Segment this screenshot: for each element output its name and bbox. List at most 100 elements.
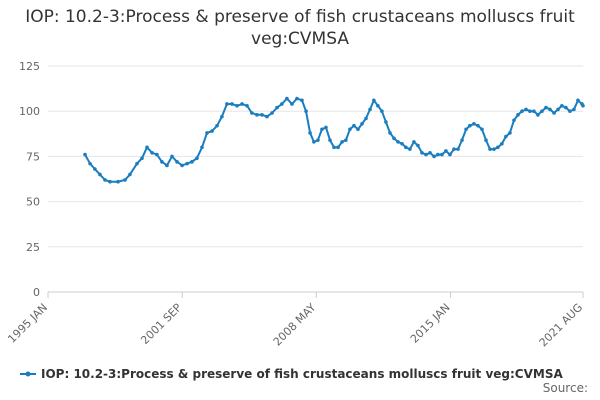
point bbox=[520, 109, 524, 113]
point bbox=[328, 138, 332, 142]
point bbox=[452, 147, 456, 151]
chart-title: IOP: 10.2-3:Process & preserve of fish c… bbox=[25, 7, 575, 49]
x-tick-label: 2008 MAY bbox=[271, 301, 319, 349]
point bbox=[103, 178, 107, 182]
legend-label: IOP: 10.2-3:Process & preserve of fish c… bbox=[41, 367, 563, 381]
point bbox=[295, 96, 299, 101]
point bbox=[235, 103, 239, 108]
point bbox=[195, 156, 199, 161]
point bbox=[150, 150, 154, 155]
point bbox=[140, 156, 144, 161]
point bbox=[560, 103, 564, 108]
x-tick-label: 1995 JAN bbox=[5, 301, 50, 346]
y-tick-label: 75 bbox=[26, 150, 40, 163]
point bbox=[548, 107, 552, 112]
point bbox=[348, 127, 352, 132]
point bbox=[180, 163, 184, 168]
point bbox=[250, 111, 254, 115]
point bbox=[260, 113, 264, 117]
point bbox=[265, 114, 269, 119]
point bbox=[376, 103, 380, 108]
point bbox=[448, 152, 452, 157]
point bbox=[420, 150, 424, 155]
point bbox=[492, 147, 496, 151]
point bbox=[480, 127, 484, 132]
point bbox=[392, 136, 396, 141]
point bbox=[576, 98, 580, 103]
point bbox=[412, 140, 416, 144]
point bbox=[300, 98, 304, 103]
point bbox=[472, 122, 476, 126]
point bbox=[460, 138, 464, 142]
point bbox=[220, 114, 224, 119]
point bbox=[564, 105, 568, 110]
point bbox=[200, 145, 204, 150]
point bbox=[581, 103, 585, 108]
point bbox=[316, 138, 320, 142]
point bbox=[240, 102, 244, 106]
point bbox=[308, 131, 312, 135]
point bbox=[128, 172, 132, 177]
point bbox=[456, 147, 460, 151]
point bbox=[324, 125, 328, 130]
point bbox=[360, 122, 364, 126]
point bbox=[215, 123, 219, 128]
point bbox=[83, 152, 87, 157]
point bbox=[123, 178, 127, 182]
point bbox=[255, 113, 259, 117]
point bbox=[108, 179, 112, 184]
point bbox=[436, 152, 440, 157]
point bbox=[552, 111, 556, 115]
point bbox=[372, 98, 376, 103]
point bbox=[245, 103, 249, 108]
y-tick-label: 50 bbox=[26, 196, 40, 209]
point bbox=[93, 167, 97, 171]
point bbox=[205, 131, 209, 135]
x-tick-label: 2015 JAN bbox=[408, 301, 453, 346]
point bbox=[225, 102, 229, 106]
point bbox=[516, 113, 520, 117]
point bbox=[275, 105, 279, 110]
x-tick-label: 2001 SEP bbox=[138, 301, 184, 347]
point bbox=[344, 138, 348, 142]
point bbox=[396, 140, 400, 144]
point bbox=[88, 161, 92, 166]
point bbox=[210, 129, 214, 133]
point bbox=[532, 109, 536, 113]
point bbox=[352, 123, 356, 128]
y-tick-label: 0 bbox=[33, 286, 40, 299]
point bbox=[528, 109, 532, 113]
point bbox=[508, 131, 512, 135]
point bbox=[512, 118, 516, 123]
point bbox=[285, 96, 289, 101]
source: Source: bbox=[543, 381, 588, 395]
point bbox=[416, 143, 420, 148]
point bbox=[155, 152, 159, 157]
x-tick-label: 2021 AUG bbox=[537, 301, 586, 350]
legend-marker bbox=[25, 371, 31, 377]
point bbox=[388, 131, 392, 135]
point bbox=[165, 163, 169, 168]
point bbox=[380, 109, 384, 113]
y-tick-label: 125 bbox=[19, 60, 40, 73]
point bbox=[500, 141, 504, 146]
point bbox=[540, 109, 544, 113]
point bbox=[384, 120, 388, 124]
point bbox=[368, 107, 372, 112]
point bbox=[364, 116, 368, 121]
point bbox=[432, 154, 436, 159]
y-tick-label: 100 bbox=[19, 105, 40, 118]
point bbox=[135, 161, 139, 166]
point bbox=[404, 145, 408, 150]
point bbox=[556, 107, 560, 112]
point bbox=[464, 127, 468, 132]
point bbox=[356, 127, 360, 132]
point bbox=[175, 160, 179, 164]
point bbox=[408, 147, 412, 151]
point bbox=[185, 161, 189, 166]
point bbox=[230, 102, 234, 106]
point bbox=[340, 140, 344, 144]
point bbox=[270, 111, 274, 115]
